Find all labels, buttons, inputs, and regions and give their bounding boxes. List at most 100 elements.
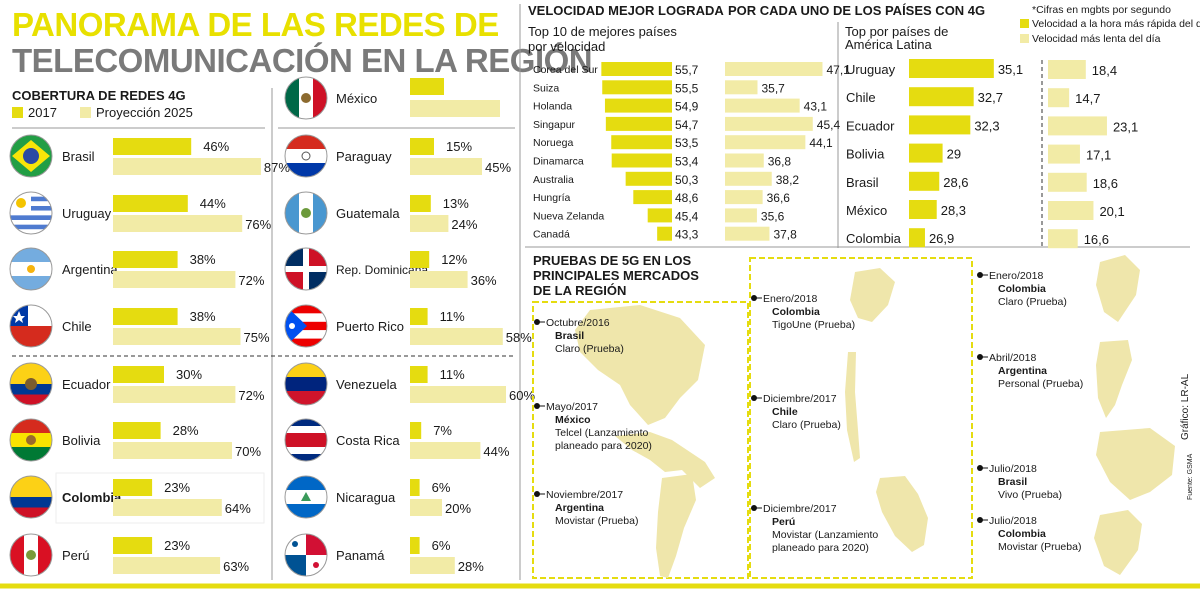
event-date: Diciembre/2017 — [763, 503, 837, 515]
bar-fast — [611, 153, 672, 168]
bar-slow — [725, 171, 772, 186]
latam-country-label: Uruguay — [846, 62, 896, 77]
label-2017: 6% — [432, 480, 451, 495]
latam-country-label: Brasil — [846, 175, 879, 190]
event-date: Mayo/2017 — [546, 401, 598, 413]
bar-slow — [1048, 144, 1080, 164]
event-date: Julio/2018 — [989, 463, 1037, 475]
bar-2017 — [410, 479, 420, 496]
bar-2017 — [410, 537, 420, 554]
flag-mxico — [284, 76, 328, 120]
label-fast: 28,3 — [941, 203, 966, 218]
title-line-2: TELECOMUNICACIÓN EN LA REGIÓN — [12, 42, 593, 79]
event-country: Argentina — [998, 365, 1047, 377]
label-fast: 43,3 — [675, 228, 699, 242]
event-detail: planeado para 2020) — [555, 440, 652, 452]
label-fast: 50,3 — [675, 173, 699, 187]
bar-fast — [909, 59, 994, 78]
legend-slow: Velocidad más lenta del día — [1020, 33, 1160, 45]
label-fast: 28,6 — [943, 175, 968, 190]
bar-2017 — [113, 251, 178, 268]
bar-fast — [647, 208, 672, 223]
flag-paraguay — [284, 134, 328, 178]
legend-swatch-slow — [1020, 34, 1029, 43]
bar-slow — [725, 153, 764, 168]
latam-country-label: Bolivia — [846, 147, 885, 162]
label-2017: 38% — [190, 309, 216, 324]
bar-2017 — [410, 308, 428, 325]
legend-fast: Velocidad a la hora más rápida del día — [1020, 18, 1200, 30]
event-date: Julio/2018 — [989, 515, 1037, 527]
bar-2025 — [410, 215, 449, 232]
event-detail: Movistar (Prueba) — [555, 515, 638, 527]
label-fast: 32,7 — [978, 90, 1003, 105]
label-fast: 55,5 — [675, 81, 699, 95]
country-label: Perú — [62, 548, 89, 563]
country-label: Uruguay — [62, 206, 112, 221]
event-country: Colombia — [998, 528, 1046, 540]
bar-2025 — [113, 499, 222, 516]
bar-2025 — [410, 271, 468, 288]
bar-fast — [657, 226, 672, 241]
bar-fast — [625, 171, 672, 186]
map-colombia-3 — [1094, 510, 1142, 575]
label-2025: 20% — [445, 501, 471, 516]
event-country: Colombia — [998, 283, 1046, 295]
country-label: Brasil — [62, 149, 95, 164]
label-fast: 32,3 — [974, 118, 999, 133]
label-2025: 70% — [235, 444, 261, 459]
bar-2025 — [113, 328, 241, 345]
label-2025: 24% — [451, 217, 477, 232]
event-date: Octubre/2016 — [546, 317, 610, 329]
label-slow: 37,8 — [773, 228, 797, 242]
country-label: Venezuela — [336, 377, 397, 392]
label-2017: 15% — [446, 139, 472, 154]
bar-slow — [1048, 116, 1107, 136]
label-2025: 45% — [485, 160, 511, 175]
bar-2017 — [410, 422, 422, 439]
event-country: Perú — [772, 516, 795, 528]
speed-subtitle-1: Top 10 de mejores países — [528, 24, 677, 39]
label-2025: 72% — [238, 388, 264, 403]
bar-slow — [725, 116, 813, 131]
bar-2025 — [113, 557, 221, 574]
event-date: Enero/2018 — [763, 293, 817, 305]
flag-bolivia — [9, 418, 53, 462]
tests5g-box — [749, 257, 973, 579]
flag-costarica — [284, 418, 328, 462]
label-slow: 14,7 — [1075, 91, 1100, 106]
label-slow: 17,1 — [1086, 148, 1111, 163]
bar-2017 — [410, 138, 434, 155]
event-detail: Claro (Prueba) — [772, 419, 841, 431]
speed-country-label: Hungría — [533, 192, 571, 204]
flag-guatemala — [284, 191, 328, 235]
label-fast: 54,7 — [675, 118, 699, 132]
event-detail: Personal (Prueba) — [998, 378, 1083, 390]
flag-per — [9, 533, 53, 577]
bar-slow — [1048, 88, 1070, 108]
speed-title: VELOCIDAD MEJOR LOGRADA — [528, 3, 724, 18]
units-note: *Cifras en mgbts por segundo — [1032, 4, 1171, 16]
source-text: Fuente: GSMA — [1187, 453, 1194, 500]
label-slow: 23,1 — [1113, 119, 1138, 134]
speed-country-label: Holanda — [533, 101, 572, 113]
event-detail: Claro (Prueba) — [555, 343, 624, 355]
bar-fast — [909, 200, 937, 219]
bar-fast — [909, 87, 974, 107]
country-label: Argentina — [62, 262, 118, 277]
bar-2017 — [410, 195, 431, 212]
map-argentina — [656, 474, 696, 578]
bar-fast — [909, 171, 940, 191]
label-fast: 45,4 — [675, 209, 699, 223]
bar-2017 — [113, 138, 192, 155]
legend-2025: Proyección 2025 — [80, 105, 193, 120]
bar-2025 — [410, 158, 482, 175]
label-2017: 12% — [441, 252, 467, 267]
bar-2017 — [410, 251, 430, 268]
label-fast: 54,9 — [675, 100, 699, 114]
bar-2017 — [113, 422, 161, 439]
bar-2025 — [113, 386, 236, 403]
map-brasil — [575, 305, 705, 425]
country-label: Puerto Rico — [336, 319, 404, 334]
